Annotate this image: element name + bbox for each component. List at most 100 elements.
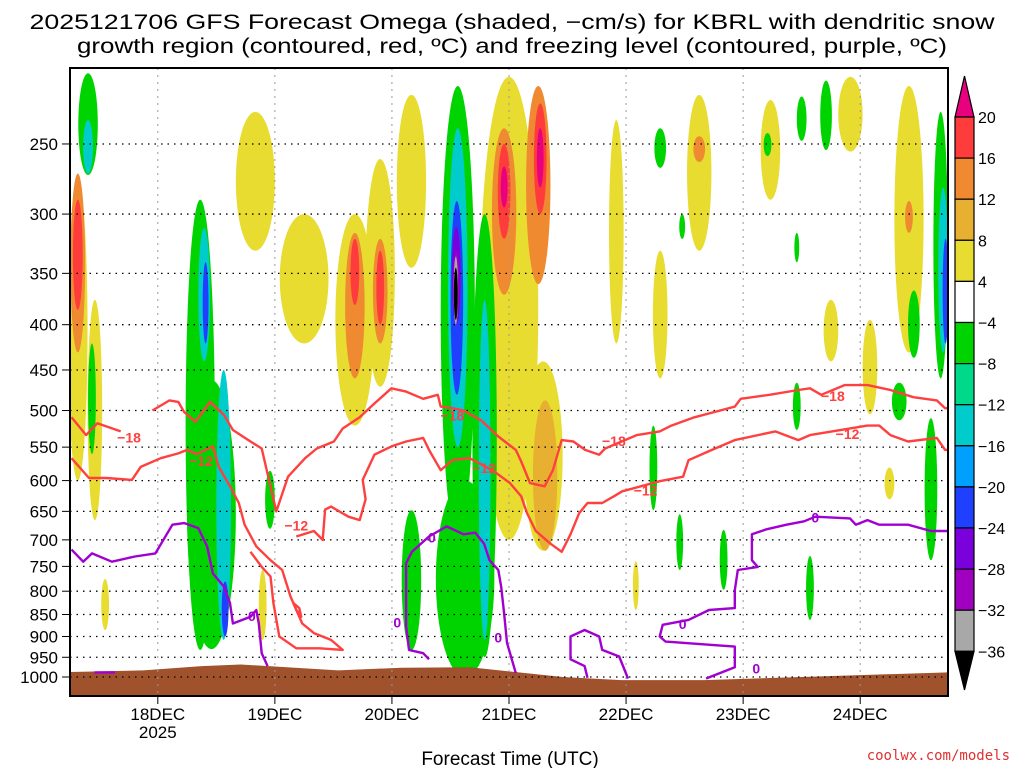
colorbar-box bbox=[954, 404, 975, 447]
x-tick-label: 23DEC bbox=[716, 705, 771, 724]
colorbar-box bbox=[954, 321, 975, 365]
colorbar-box bbox=[954, 568, 975, 611]
omega-cell bbox=[884, 467, 895, 500]
y-tick-label: 550 bbox=[30, 438, 58, 457]
colorbar-box bbox=[954, 157, 975, 200]
colorbar-box bbox=[954, 486, 975, 529]
omega-cell bbox=[924, 418, 938, 561]
y-tick-label: 900 bbox=[30, 627, 58, 646]
omega-cell bbox=[265, 470, 275, 529]
omega-cell bbox=[654, 128, 667, 168]
contour-label: 0 bbox=[679, 616, 687, 632]
colorbar-label: −16 bbox=[978, 439, 1005, 456]
contour-label: 0 bbox=[248, 608, 256, 624]
colorbar-box bbox=[954, 363, 975, 406]
omega-cell bbox=[796, 96, 807, 141]
contour-label: −18 bbox=[821, 388, 845, 404]
contour-label: 0 bbox=[811, 510, 819, 526]
x-tick-label: 20DEC bbox=[365, 705, 420, 724]
terrain bbox=[70, 664, 948, 696]
colorbar-label: 8 bbox=[978, 233, 987, 250]
colorbar-label: −36 bbox=[978, 644, 1005, 661]
contour-line--18C bbox=[70, 416, 122, 437]
colorbar-under-triangle bbox=[954, 650, 975, 691]
y-tick-label: 250 bbox=[30, 135, 58, 154]
contour-line--12C bbox=[292, 602, 303, 618]
colorbar-label: −4 bbox=[978, 316, 996, 333]
contour-line--12C bbox=[295, 424, 948, 553]
omega-cell bbox=[632, 561, 639, 610]
y-tick-label: 950 bbox=[30, 648, 58, 667]
contour-label: 0 bbox=[752, 661, 760, 677]
colorbar-label: 4 bbox=[978, 274, 987, 291]
omega-cell bbox=[72, 199, 83, 310]
omega-cell bbox=[862, 319, 878, 415]
contour-label: −18 bbox=[602, 433, 626, 449]
omega-cell bbox=[908, 290, 920, 358]
x-tick-sublabel: 2025 bbox=[139, 723, 177, 742]
x-tick-label: 24DEC bbox=[833, 705, 888, 724]
y-tick-label: 500 bbox=[30, 401, 58, 420]
colorbar-label: −32 bbox=[978, 603, 1005, 620]
contour-label: 0 bbox=[428, 530, 436, 546]
y-tick-label: 850 bbox=[30, 606, 58, 625]
y-tick-label: 650 bbox=[30, 502, 58, 521]
omega-cell bbox=[687, 94, 712, 251]
colorbar-box bbox=[954, 445, 975, 488]
y-tick-label: 800 bbox=[30, 582, 58, 601]
omega-cell bbox=[676, 514, 684, 570]
omega-cell bbox=[345, 232, 365, 379]
omega-cell bbox=[794, 232, 800, 263]
contour-label: −12 bbox=[634, 482, 658, 498]
omega-cell bbox=[216, 369, 231, 640]
terrain-fill bbox=[70, 664, 948, 696]
omega-cell bbox=[350, 238, 360, 305]
omega-cell bbox=[679, 214, 686, 239]
omega-cell bbox=[792, 382, 801, 430]
colorbar-box bbox=[954, 198, 975, 241]
colorbar: 20 16 12 8 4 −4 −8 −12 −16 −20 −24 −28 −32 −36 bbox=[954, 75, 1005, 691]
omega-cell bbox=[891, 382, 907, 421]
plot-area: −18 −18 −18 −18 −12 −12 −12 −12 −12 0 0 0 0 0 0 0 bbox=[70, 68, 948, 696]
y-tick-label: 300 bbox=[30, 205, 58, 224]
omega-cell bbox=[693, 136, 706, 162]
chart-title-line2: growth region (contoured, red, ºC) and f… bbox=[77, 35, 947, 58]
x-tick-label: 22DEC bbox=[599, 705, 654, 724]
contour-line--18C bbox=[151, 383, 948, 513]
contour-label: 0 bbox=[494, 629, 502, 645]
colorbar-box bbox=[954, 116, 975, 159]
colorbar-label: −28 bbox=[978, 562, 1005, 579]
contour-line-0C bbox=[569, 628, 630, 679]
omega-cell bbox=[401, 510, 422, 650]
y-tick-label: 1000 bbox=[20, 668, 58, 687]
y-axis: 250 300 350 400 450 500 550 600 650 700 750 800 850 9… bbox=[20, 135, 70, 687]
y-tick-label: 600 bbox=[30, 472, 58, 491]
contour-label: −18 bbox=[441, 407, 465, 423]
omega-shading bbox=[70, 73, 948, 677]
colorbar-box bbox=[954, 280, 975, 324]
colorbar-label: −12 bbox=[978, 398, 1005, 415]
colorbar-box bbox=[954, 527, 975, 570]
omega-cell bbox=[376, 250, 385, 325]
omega-cell bbox=[763, 133, 772, 157]
colorbar-label: 16 bbox=[978, 151, 996, 168]
contour-label: −18 bbox=[117, 429, 141, 445]
x-tick-label: 18DEC bbox=[130, 705, 185, 724]
omega-cell bbox=[532, 400, 558, 551]
omega-cell bbox=[500, 166, 508, 208]
colorbar-box bbox=[954, 239, 975, 283]
credit-text: coolwx.com/models bbox=[867, 748, 1010, 764]
contour-label: 0 bbox=[393, 615, 401, 631]
colorbar-label: −8 bbox=[978, 357, 996, 374]
contour-label: −12 bbox=[472, 460, 496, 476]
omega-cell bbox=[838, 76, 863, 152]
omega-cell bbox=[806, 555, 814, 620]
omega-cell bbox=[536, 128, 544, 188]
colorbar-label: −20 bbox=[978, 480, 1005, 497]
colorbar-label: −24 bbox=[978, 521, 1005, 538]
omega-cell bbox=[820, 80, 832, 151]
y-tick-label: 700 bbox=[30, 531, 58, 550]
omega-cell bbox=[942, 238, 948, 344]
